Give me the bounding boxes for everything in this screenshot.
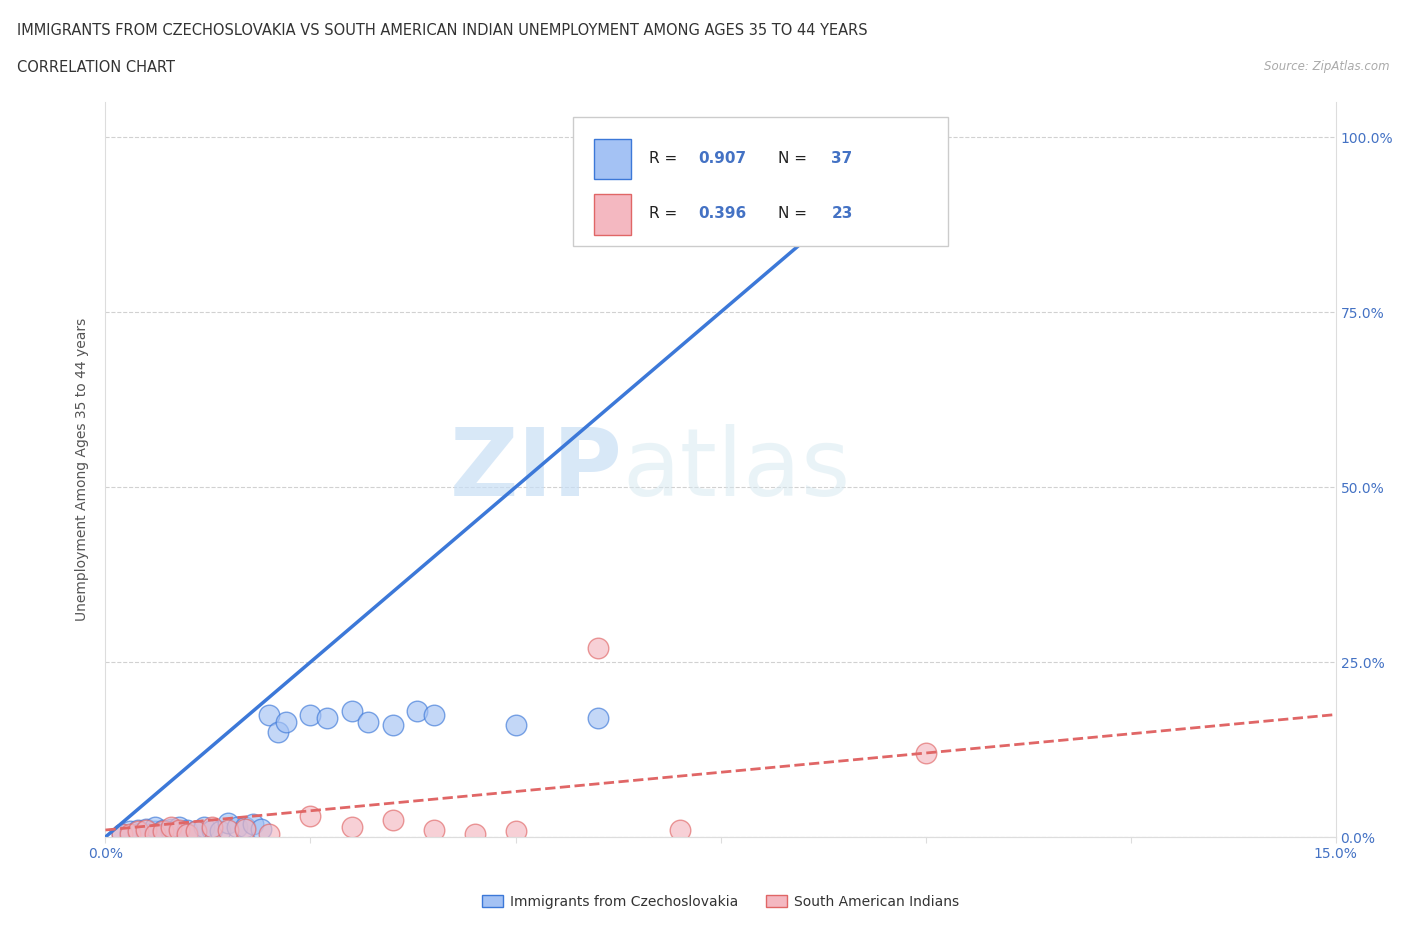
Point	[135, 826, 157, 841]
Point	[127, 824, 149, 839]
Point	[143, 819, 166, 834]
Point	[152, 822, 174, 837]
Point	[176, 826, 198, 841]
Point	[259, 707, 281, 722]
Point	[242, 817, 264, 831]
Text: R =: R =	[650, 206, 682, 221]
Legend: Immigrants from Czechoslovakia, South American Indians: Immigrants from Czechoslovakia, South Am…	[477, 889, 965, 914]
Point	[193, 819, 215, 834]
Point	[111, 826, 134, 841]
Point	[169, 822, 191, 837]
Bar	[593, 139, 631, 179]
Point	[505, 718, 527, 733]
Point	[127, 826, 149, 841]
Point	[340, 819, 363, 834]
Point	[357, 714, 380, 729]
Point	[422, 822, 444, 837]
Point	[201, 822, 224, 837]
Point	[422, 707, 444, 722]
Point	[135, 822, 157, 837]
Text: N =: N =	[779, 206, 813, 221]
Point	[176, 822, 198, 837]
Point	[160, 819, 183, 834]
Point	[143, 824, 166, 839]
Point	[135, 821, 157, 836]
Text: ZIP: ZIP	[450, 424, 621, 515]
Point	[169, 819, 191, 834]
Point	[250, 821, 273, 836]
Text: R =: R =	[650, 152, 682, 166]
Point	[668, 822, 690, 837]
Point	[160, 824, 183, 839]
Text: Source: ZipAtlas.com: Source: ZipAtlas.com	[1264, 60, 1389, 73]
Point	[586, 641, 609, 656]
Point	[233, 821, 256, 836]
Point	[316, 711, 339, 725]
Point	[914, 746, 936, 761]
Text: IMMIGRANTS FROM CZECHOSLOVAKIA VS SOUTH AMERICAN INDIAN UNEMPLOYMENT AMONG AGES : IMMIGRANTS FROM CZECHOSLOVAKIA VS SOUTH …	[17, 23, 868, 38]
Point	[127, 822, 149, 837]
Point	[299, 808, 322, 823]
Point	[160, 821, 183, 836]
Text: N =: N =	[779, 152, 813, 166]
Point	[152, 824, 174, 839]
Text: 23: 23	[831, 206, 852, 221]
Point	[218, 816, 240, 830]
Point	[274, 714, 297, 729]
Point	[225, 819, 247, 834]
Text: 0.907: 0.907	[699, 152, 747, 166]
Point	[858, 130, 880, 145]
Point	[176, 826, 198, 841]
Point	[586, 711, 609, 725]
Text: atlas: atlas	[621, 424, 851, 515]
Text: CORRELATION CHART: CORRELATION CHART	[17, 60, 174, 75]
FancyBboxPatch shape	[574, 117, 948, 246]
Bar	[593, 194, 631, 234]
Point	[120, 826, 141, 841]
Text: 0.396: 0.396	[699, 206, 747, 221]
Point	[201, 819, 224, 834]
Point	[381, 718, 404, 733]
Point	[111, 826, 134, 841]
Point	[233, 819, 256, 834]
Point	[505, 824, 527, 839]
Point	[299, 707, 322, 722]
Point	[267, 724, 290, 739]
Point	[143, 826, 166, 841]
Y-axis label: Unemployment Among Ages 35 to 44 years: Unemployment Among Ages 35 to 44 years	[76, 318, 90, 621]
Point	[340, 704, 363, 719]
Point	[464, 826, 486, 841]
Point	[120, 824, 141, 839]
Point	[209, 824, 232, 839]
Point	[381, 812, 404, 827]
Point	[218, 822, 240, 837]
Point	[152, 826, 174, 841]
Point	[406, 704, 429, 719]
Point	[184, 824, 207, 839]
Text: 37: 37	[831, 152, 852, 166]
Point	[184, 824, 207, 839]
Point	[259, 826, 281, 841]
